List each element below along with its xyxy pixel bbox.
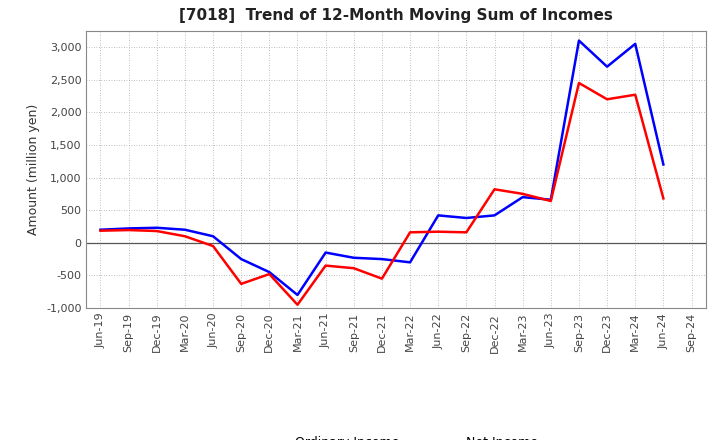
- Ordinary Income: [181, 227, 189, 232]
- Ordinary Income: [575, 38, 583, 43]
- Ordinary Income: [434, 213, 443, 218]
- Net Income: [181, 234, 189, 239]
- Ordinary Income: [125, 226, 133, 231]
- Net Income: [96, 228, 105, 233]
- Ordinary Income: [321, 250, 330, 255]
- Y-axis label: Amount (million yen): Amount (million yen): [27, 104, 40, 235]
- Net Income: [631, 92, 639, 97]
- Ordinary Income: [349, 255, 358, 260]
- Title: [7018]  Trend of 12-Month Moving Sum of Incomes: [7018] Trend of 12-Month Moving Sum of I…: [179, 7, 613, 23]
- Ordinary Income: [293, 292, 302, 297]
- Line: Ordinary Income: Ordinary Income: [101, 40, 663, 295]
- Ordinary Income: [546, 197, 555, 202]
- Net Income: [490, 187, 499, 192]
- Line: Net Income: Net Income: [101, 83, 663, 305]
- Ordinary Income: [462, 215, 471, 220]
- Ordinary Income: [659, 162, 667, 167]
- Net Income: [406, 230, 415, 235]
- Ordinary Income: [490, 213, 499, 218]
- Ordinary Income: [518, 194, 527, 200]
- Net Income: [659, 196, 667, 201]
- Ordinary Income: [377, 257, 386, 262]
- Net Income: [603, 97, 611, 102]
- Net Income: [575, 81, 583, 86]
- Net Income: [265, 271, 274, 277]
- Net Income: [293, 302, 302, 308]
- Ordinary Income: [406, 260, 415, 265]
- Net Income: [209, 243, 217, 249]
- Net Income: [349, 266, 358, 271]
- Ordinary Income: [265, 269, 274, 275]
- Net Income: [377, 276, 386, 281]
- Ordinary Income: [603, 64, 611, 70]
- Net Income: [125, 227, 133, 233]
- Net Income: [518, 191, 527, 197]
- Net Income: [546, 198, 555, 204]
- Net Income: [153, 228, 161, 234]
- Net Income: [237, 281, 246, 286]
- Ordinary Income: [153, 225, 161, 231]
- Legend: Ordinary Income, Net Income: Ordinary Income, Net Income: [249, 431, 543, 440]
- Ordinary Income: [631, 41, 639, 47]
- Ordinary Income: [209, 234, 217, 239]
- Net Income: [321, 263, 330, 268]
- Ordinary Income: [96, 227, 105, 232]
- Ordinary Income: [237, 257, 246, 262]
- Net Income: [462, 230, 471, 235]
- Net Income: [434, 229, 443, 235]
